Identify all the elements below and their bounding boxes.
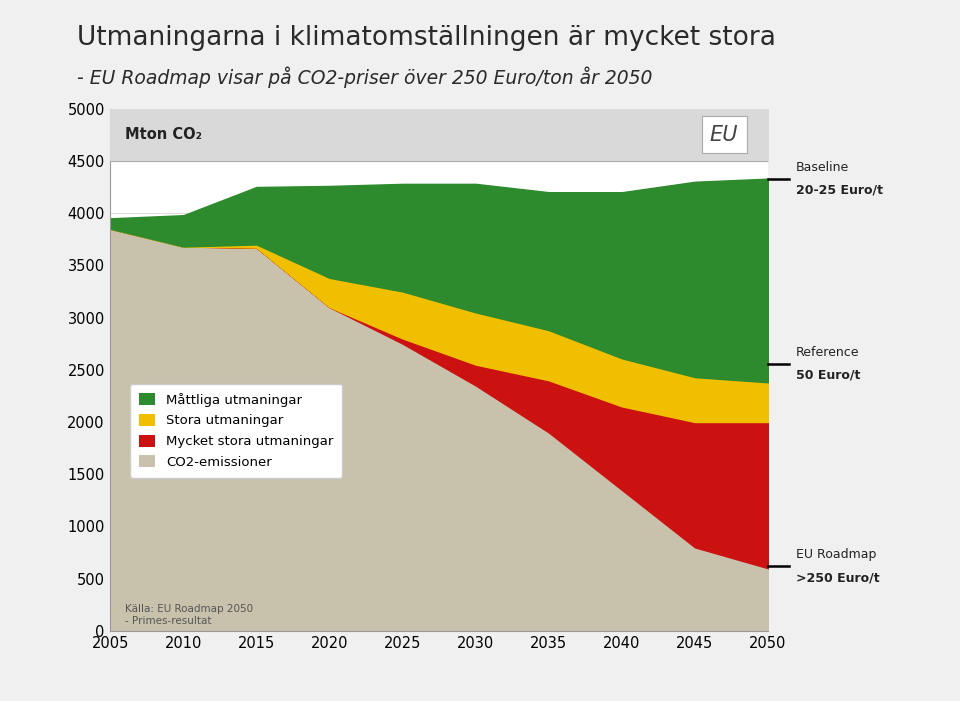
Text: 50 Euro/t: 50 Euro/t	[796, 369, 860, 381]
Text: Reference: Reference	[796, 346, 859, 359]
Text: Mton CO₂: Mton CO₂	[125, 128, 202, 142]
Text: EU: EU	[709, 125, 738, 145]
Text: EU Roadmap: EU Roadmap	[796, 548, 876, 562]
Text: Källa: EU Roadmap 2050
- Primes-resultat: Källa: EU Roadmap 2050 - Primes-resultat	[125, 604, 253, 626]
Text: >250 Euro/t: >250 Euro/t	[796, 571, 879, 584]
Text: - EU Roadmap visar på CO2-priser över 250 Euro/ton år 2050: - EU Roadmap visar på CO2-priser över 25…	[77, 67, 652, 88]
Text: 20-25 Euro/t: 20-25 Euro/t	[796, 184, 883, 196]
Text: Baseline: Baseline	[796, 161, 849, 174]
Legend: Måttliga utmaningar, Stora utmaningar, Mycket stora utmaningar, CO2-emissioner: Måttliga utmaningar, Stora utmaningar, M…	[131, 383, 343, 478]
Text: Utmaningarna i klimatomställningen är mycket stora: Utmaningarna i klimatomställningen är my…	[77, 25, 776, 50]
